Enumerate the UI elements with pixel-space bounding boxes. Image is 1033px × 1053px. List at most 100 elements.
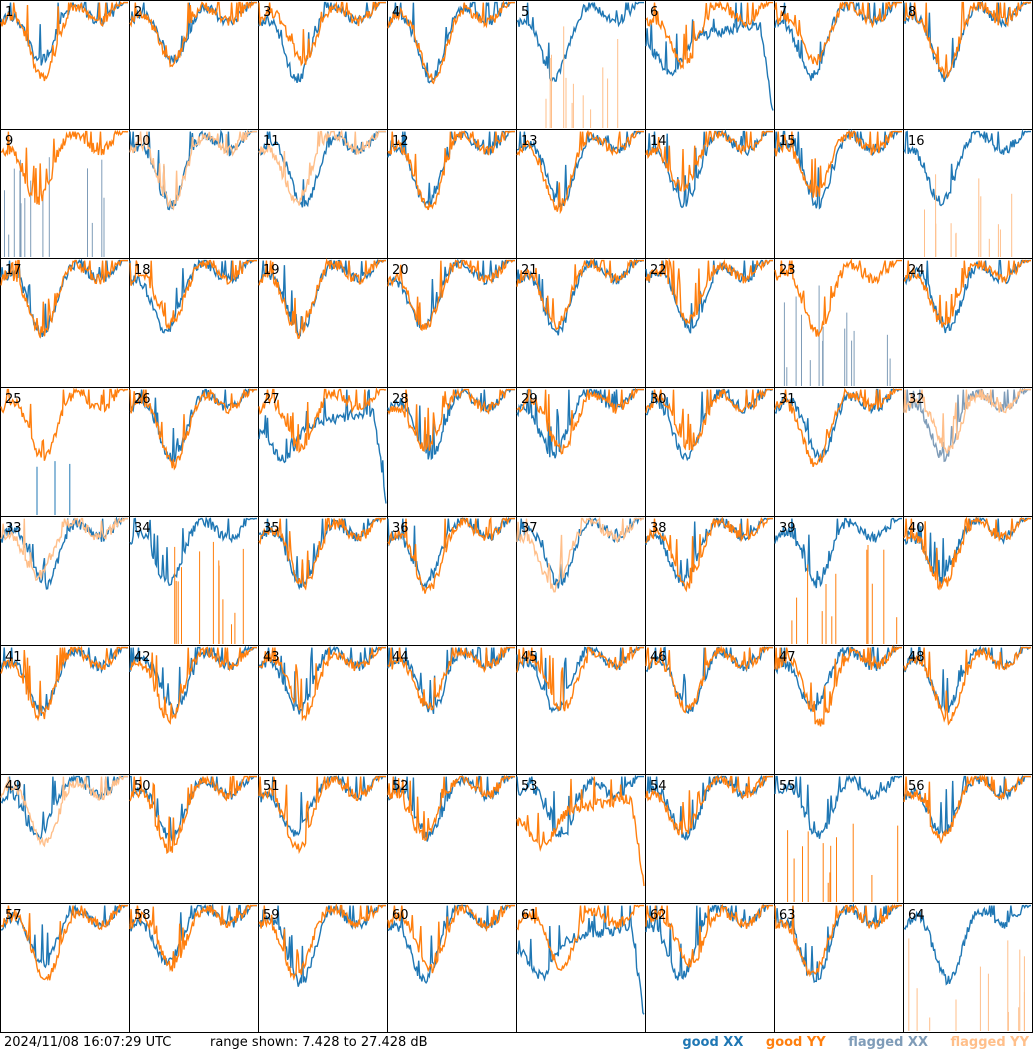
panel-frame [903, 903, 1033, 1033]
panel-label: 29 [521, 392, 538, 407]
panel-7: 7 [774, 0, 904, 130]
yy-series [774, 258, 902, 337]
xx-series [774, 517, 902, 589]
panel-58: 58 [129, 902, 259, 1033]
panel-11: 11 [258, 129, 388, 259]
yy-series [129, 129, 257, 211]
panel-frame [387, 129, 517, 259]
yy-series [387, 646, 515, 711]
panel-44: 44 [387, 645, 517, 775]
yy-series [903, 773, 1031, 845]
yy-series [387, 516, 515, 594]
panel-label: 18 [134, 263, 151, 278]
panel-label: 12 [392, 134, 409, 149]
panel-frame [645, 774, 775, 904]
panel-38: 38 [645, 516, 775, 646]
yy-series [645, 0, 773, 70]
panel-label: 24 [908, 263, 925, 278]
panel-label: 34 [134, 521, 151, 536]
yy-series [129, 904, 257, 972]
panel-23: 23 [774, 258, 904, 388]
panel-32: 32 [903, 387, 1033, 517]
panel-51: 51 [258, 774, 388, 904]
yy-series [516, 257, 644, 331]
panel-53: 53 [516, 774, 646, 904]
panel-19: 19 [258, 258, 388, 388]
yy-series [0, 387, 128, 461]
panel-12: 12 [387, 129, 517, 259]
yy-series [258, 902, 386, 981]
yy-series [774, 130, 902, 198]
panel-18: 18 [129, 258, 259, 388]
panel-label: 23 [779, 263, 796, 278]
yy-series [903, 259, 1031, 328]
panel-label: 1 [5, 5, 13, 20]
yy-series [645, 645, 773, 714]
xx-series [516, 517, 644, 589]
yy-series [645, 775, 773, 836]
panel-label: 20 [392, 263, 409, 278]
panel-label: 63 [779, 908, 796, 923]
panel-28: 28 [387, 387, 517, 517]
yy-series [516, 645, 644, 712]
yy-series [129, 259, 257, 330]
panel-1: 1 [0, 0, 130, 130]
yy-series [516, 387, 644, 455]
yy-series [516, 904, 644, 971]
yy-series [0, 1, 128, 82]
panel-label: 61 [521, 908, 538, 923]
panel-label: 16 [908, 134, 925, 149]
panel-frame [387, 258, 517, 388]
xx-series [774, 902, 902, 984]
yy-series [774, 903, 902, 978]
yy-series [516, 776, 645, 887]
yy-series [645, 903, 773, 969]
xx-series [387, 646, 515, 715]
panel-3: 3 [258, 0, 388, 130]
panel-label: 48 [908, 650, 925, 665]
panel-label: 5 [521, 5, 529, 20]
xx-series [0, 0, 128, 66]
yy-series [258, 387, 387, 454]
yy-series [387, 903, 515, 974]
xx-series [774, 774, 902, 839]
panel-label: 52 [392, 779, 409, 794]
panel-27: 27 [258, 387, 388, 517]
panel-label: 55 [779, 779, 796, 794]
panel-52: 52 [387, 774, 517, 904]
panel-64: 64 [903, 903, 1033, 1033]
xx-series [645, 129, 773, 209]
panel-label: 56 [908, 779, 925, 794]
panel-label: 17 [5, 263, 22, 278]
panel-label: 7 [779, 5, 787, 20]
panel-26: 26 [129, 387, 259, 517]
panel-label: 32 [908, 392, 925, 407]
panel-14: 14 [645, 129, 775, 259]
panel-label: 53 [521, 779, 538, 794]
xx-series [903, 904, 1031, 986]
panel-label: 6 [650, 5, 658, 20]
panel-50: 50 [129, 774, 259, 904]
panel-59: 59 [258, 902, 388, 1033]
panel-57: 57 [0, 903, 130, 1033]
xx-series [645, 773, 773, 841]
xx-series [645, 2, 774, 111]
yy-series [129, 775, 257, 855]
panel-36: 36 [387, 516, 517, 646]
legend-flagged-yy: flagged YY [950, 1035, 1030, 1050]
xx-series [774, 128, 902, 210]
panel-15: 15 [774, 128, 904, 259]
panel-label: 33 [5, 521, 22, 536]
panel-label: 57 [5, 908, 22, 923]
footer: 2024/11/08 16:07:29 UTC range shown: 7.4… [0, 1033, 1033, 1053]
panel-16: 16 [903, 128, 1033, 259]
panel-56: 56 [903, 773, 1033, 904]
panel-label: 64 [908, 908, 925, 923]
panel-label: 59 [263, 908, 280, 923]
yy-series [258, 1, 386, 67]
yy-series [645, 129, 773, 193]
yy-series [0, 645, 128, 722]
panel-label: 21 [521, 263, 538, 278]
panel-label: 25 [5, 392, 22, 407]
panel-60: 60 [387, 903, 517, 1033]
